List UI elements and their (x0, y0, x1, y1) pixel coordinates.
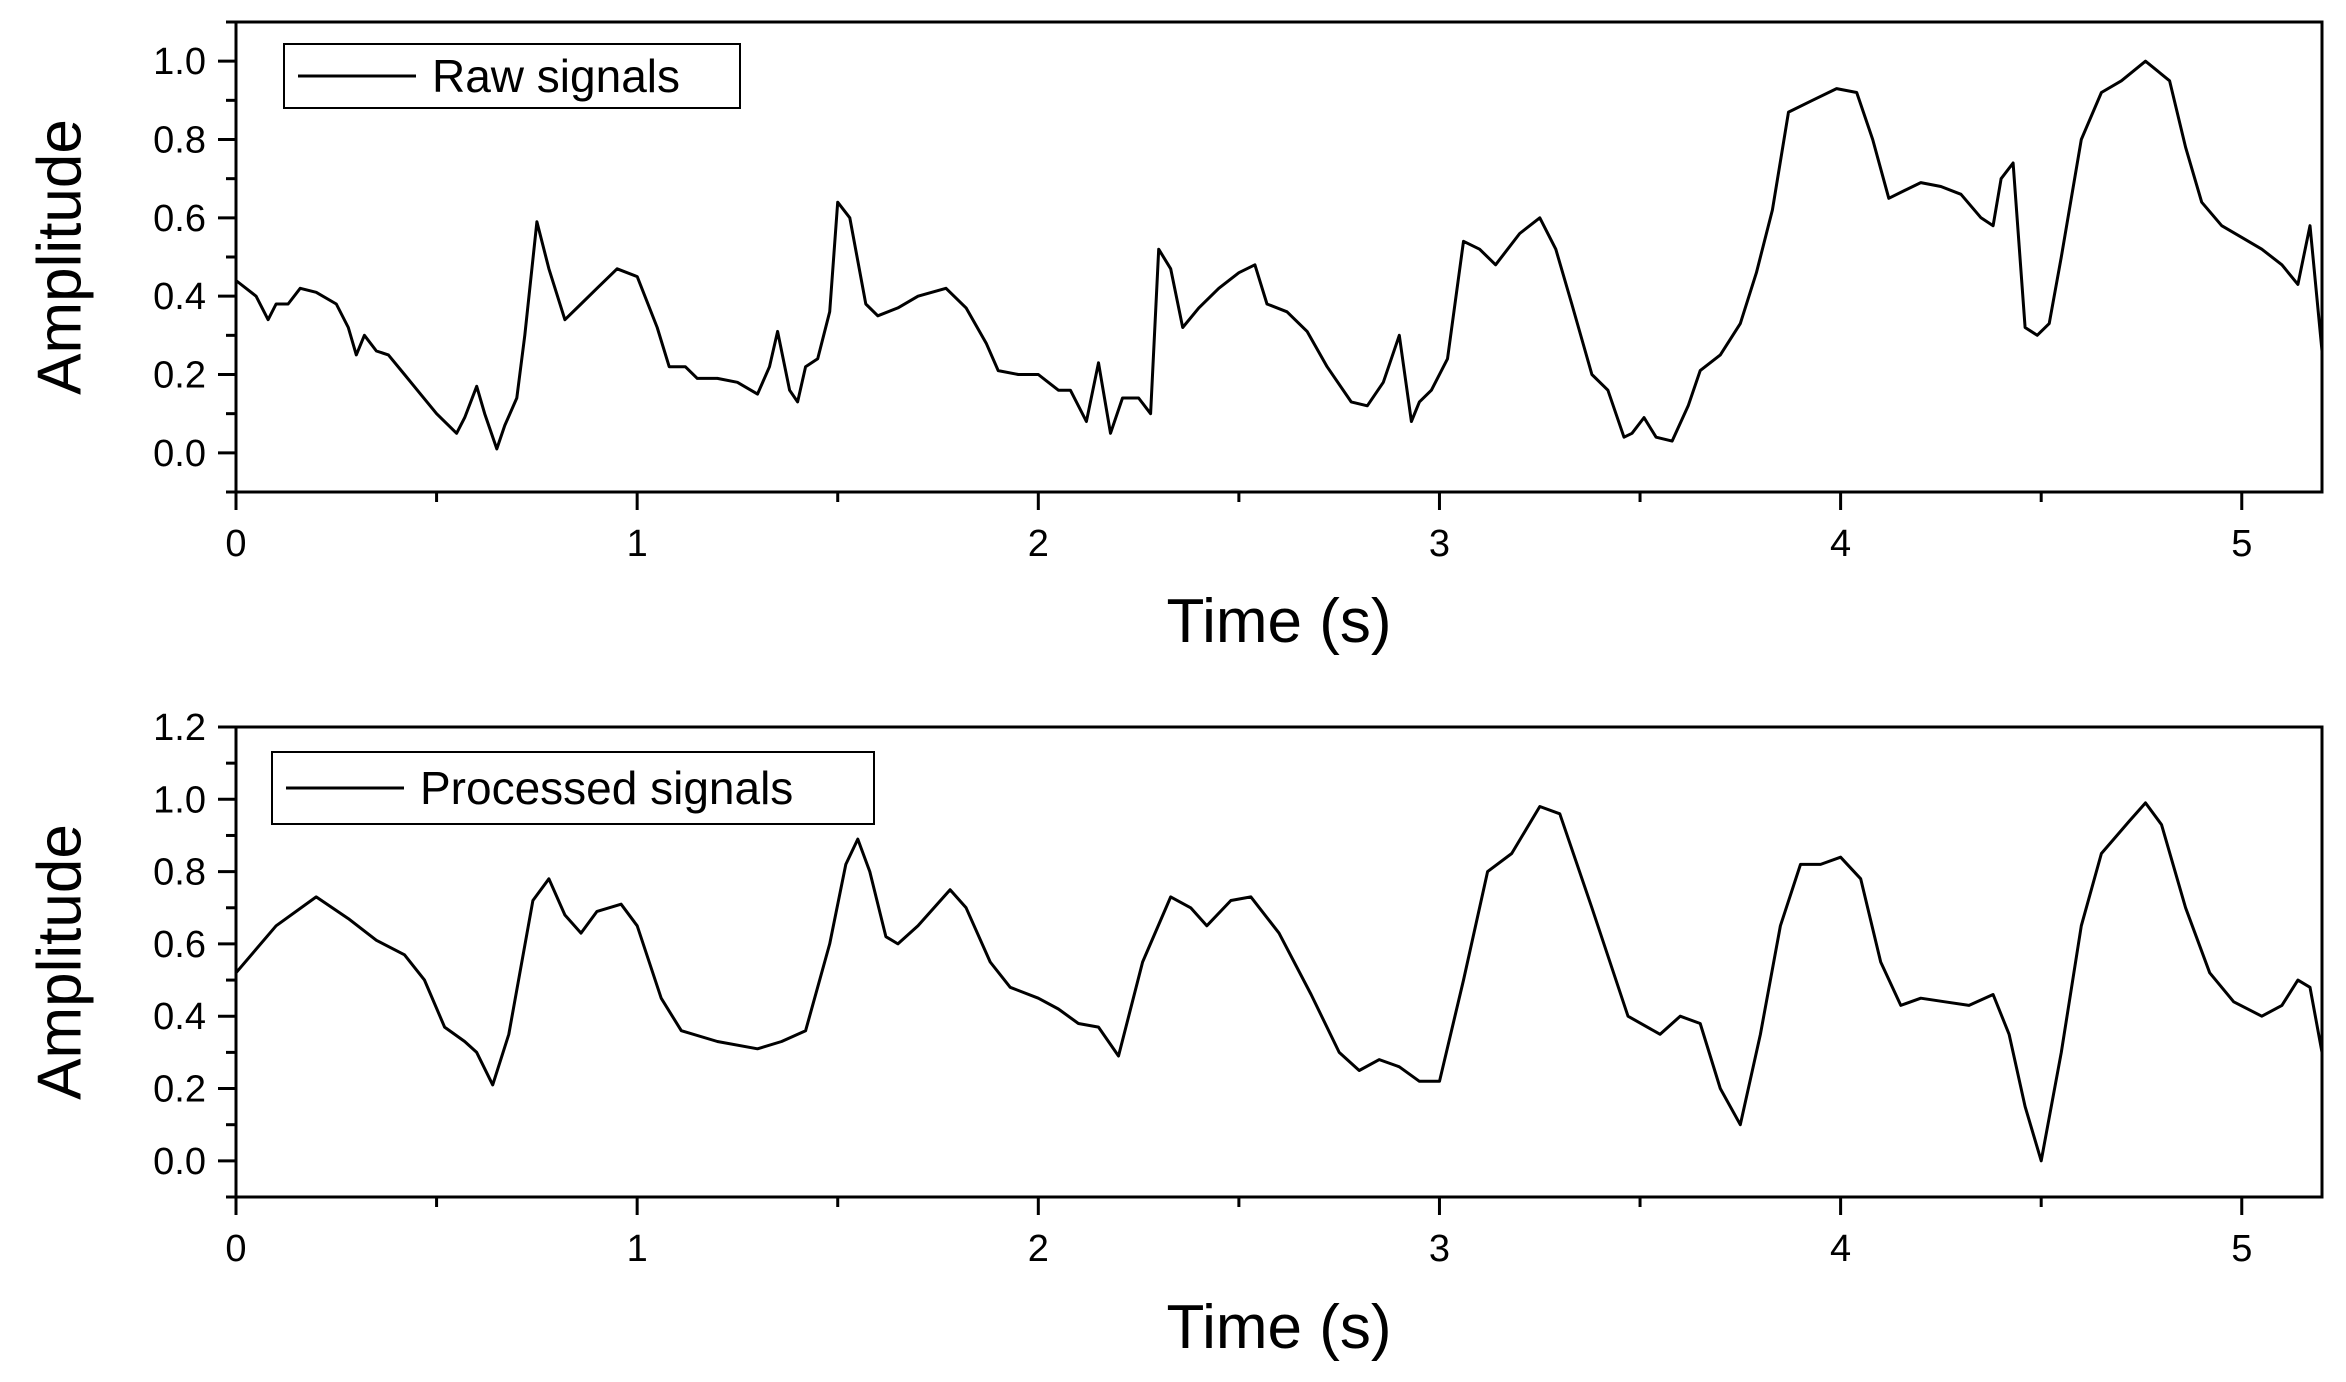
y-tick-label: 0.2 (153, 1069, 206, 1111)
legend-label: Raw signals (432, 50, 680, 102)
series-line-1 (234, 801, 2324, 1163)
y-tick-label: 0.0 (153, 433, 206, 475)
chart-panel-1: 0 1 2 3 4 5 0.0 0.2 0.4 0.6 0.8 1.0 Time (s) Amplitud… (26, 20, 2324, 656)
x-tick-label: 3 (1429, 1228, 1450, 1270)
x-tick-label: 0 (225, 523, 246, 565)
y-tick-label: 0.8 (153, 852, 206, 894)
y-tick-label: 1.0 (153, 41, 206, 83)
x-tick-label: 2 (1028, 1228, 1049, 1270)
x-tick-label: 4 (1830, 1228, 1851, 1270)
y-tick-label: 0.6 (153, 924, 206, 966)
y-tick-label: 0.4 (153, 996, 206, 1038)
legend: Processed signals (271, 751, 875, 825)
x-tick-label: 1 (627, 523, 648, 565)
x-tick-label: 3 (1429, 523, 1450, 565)
y-tick-label: 0.6 (153, 198, 206, 240)
y-tick-label: 0.2 (153, 355, 206, 397)
chart-panel-2: 0 1 2 3 4 5 0.0 0.2 0.4 0.6 0.8 1.0 1.2 Time (s) Ampli… (26, 707, 2324, 1362)
y-tick-label: 0.4 (153, 276, 206, 318)
x-tick-label: 5 (2231, 1228, 2252, 1270)
y-axis-title: Amplitude (26, 824, 95, 1100)
series-line-1 (235, 59, 2324, 451)
x-axis-title: Time (s) (1167, 587, 1392, 656)
x-tick-label: 4 (1830, 523, 1851, 565)
y-tick-label: 0.0 (153, 1141, 206, 1183)
x-tick-label: 1 (627, 1228, 648, 1270)
x-tick-label: 2 (1028, 523, 1049, 565)
plot-frame (234, 725, 2324, 1199)
x-axis-title: Time (s) (1167, 1293, 1392, 1362)
y-axis-title: Amplitude (26, 119, 95, 395)
x-tick-label: 0 (225, 1228, 246, 1270)
y-tick-label: 1.0 (153, 779, 206, 821)
y-tick-label: 1.2 (153, 707, 206, 749)
y-tick-label: 0.8 (153, 120, 206, 162)
x-tick-label: 5 (2231, 523, 2252, 565)
legend-label: Processed signals (420, 762, 793, 814)
legend: Raw signals (283, 43, 741, 109)
